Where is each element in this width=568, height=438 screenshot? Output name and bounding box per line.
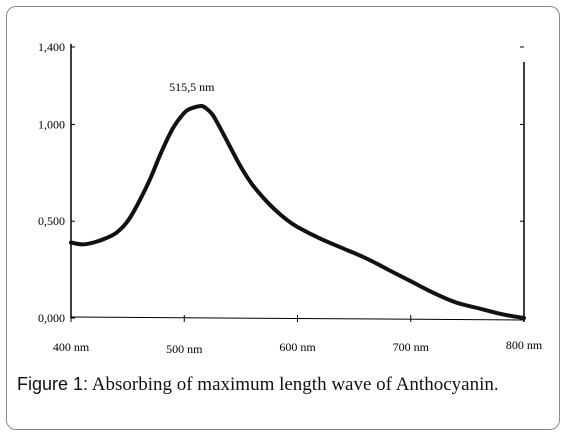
caption-text: Absorbing of maximum length wave of Anth… bbox=[88, 374, 499, 395]
peak-annotation: 515,5 nm bbox=[169, 80, 215, 94]
x-tick-label: 400 nm bbox=[53, 340, 90, 354]
x-tick-label: 700 nm bbox=[393, 340, 430, 354]
absorbance-series-line bbox=[69, 103, 526, 320]
y-tick-label: 1,400 bbox=[38, 40, 65, 54]
x-tick-label: 500 nm bbox=[166, 342, 203, 356]
y-tick-label: 0,000 bbox=[38, 311, 65, 325]
x-tick-label: 600 nm bbox=[279, 340, 316, 354]
figure-caption: Figure 1: Absorbing of maximum length wa… bbox=[17, 374, 547, 396]
x-tick-label: 800 nm bbox=[506, 338, 543, 352]
caption-label: Figure 1: bbox=[17, 374, 89, 394]
y-tick-label: 1,000 bbox=[38, 117, 65, 131]
y-tick-label: 0,500 bbox=[38, 214, 65, 228]
